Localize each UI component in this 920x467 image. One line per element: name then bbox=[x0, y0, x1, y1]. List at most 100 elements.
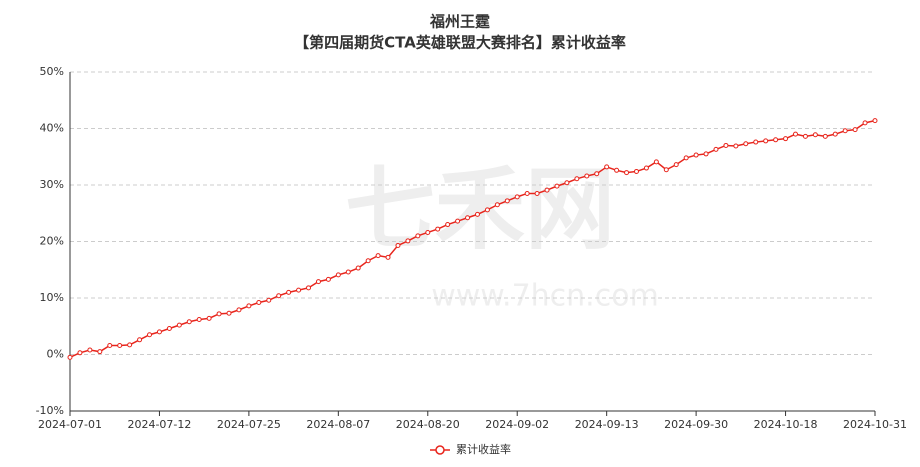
point bbox=[484, 207, 490, 213]
point bbox=[792, 131, 798, 137]
y-tick-label: 0% bbox=[47, 348, 64, 361]
point bbox=[643, 165, 649, 171]
point bbox=[842, 128, 848, 134]
point bbox=[514, 194, 520, 200]
x-tick-label: 2024-07-01 bbox=[38, 418, 102, 431]
point bbox=[147, 332, 153, 338]
point bbox=[166, 326, 172, 332]
point bbox=[455, 218, 461, 224]
point bbox=[862, 120, 868, 126]
point bbox=[405, 238, 411, 244]
y-tick-label: 40% bbox=[40, 122, 64, 135]
point bbox=[564, 180, 570, 186]
point bbox=[186, 319, 192, 325]
x-tick-label: 2024-08-07 bbox=[306, 418, 370, 431]
point bbox=[534, 190, 540, 196]
y-tick-label: 20% bbox=[40, 235, 64, 248]
point bbox=[594, 171, 600, 177]
point bbox=[236, 307, 242, 313]
point bbox=[435, 226, 441, 232]
point bbox=[663, 167, 669, 173]
point bbox=[465, 215, 471, 221]
point bbox=[365, 258, 371, 264]
point bbox=[773, 137, 779, 143]
point bbox=[604, 164, 610, 170]
point bbox=[693, 152, 699, 158]
point bbox=[723, 142, 729, 148]
point bbox=[524, 190, 530, 196]
point bbox=[653, 159, 659, 165]
point bbox=[256, 300, 262, 306]
y-tick-label: -10% bbox=[36, 404, 64, 417]
point bbox=[87, 347, 93, 353]
watermark: 七禾网 bbox=[345, 157, 615, 262]
point bbox=[802, 133, 808, 139]
point bbox=[743, 141, 749, 147]
x-tick-label: 2024-07-12 bbox=[127, 418, 191, 431]
chart-subtitle: 【第四届期货CTA英雄联盟大赛排名】累计收益率 bbox=[294, 34, 626, 52]
point bbox=[474, 211, 480, 217]
point bbox=[822, 133, 828, 139]
point bbox=[683, 155, 689, 161]
point bbox=[703, 151, 709, 157]
legend-label: 累计收益率 bbox=[456, 442, 511, 456]
x-tick-label: 2024-10-31 bbox=[843, 418, 907, 431]
y-tick-label: 30% bbox=[40, 178, 64, 191]
point bbox=[753, 139, 759, 145]
point bbox=[206, 315, 212, 321]
point bbox=[97, 349, 103, 355]
watermark-url: www.7hcn.com bbox=[431, 279, 659, 314]
point bbox=[584, 173, 590, 179]
y-tick-label: 10% bbox=[40, 291, 64, 304]
point bbox=[137, 337, 143, 343]
point bbox=[196, 316, 202, 322]
x-tick-label: 2024-09-02 bbox=[485, 418, 549, 431]
point bbox=[127, 342, 133, 348]
point bbox=[614, 167, 620, 173]
point bbox=[624, 170, 630, 176]
point bbox=[425, 229, 431, 235]
point bbox=[673, 162, 679, 168]
point bbox=[345, 269, 351, 275]
point bbox=[226, 310, 232, 316]
point bbox=[872, 118, 878, 124]
point bbox=[832, 131, 838, 137]
y-tick-label: 50% bbox=[40, 65, 64, 78]
point bbox=[156, 329, 162, 335]
point bbox=[296, 287, 302, 293]
x-tick-label: 2024-07-25 bbox=[217, 418, 281, 431]
point bbox=[713, 146, 719, 152]
x-tick-label: 2024-09-30 bbox=[664, 418, 728, 431]
point bbox=[176, 322, 182, 328]
point bbox=[415, 233, 421, 239]
point bbox=[67, 354, 73, 360]
point bbox=[216, 311, 222, 317]
point bbox=[276, 293, 282, 299]
point bbox=[783, 136, 789, 142]
point bbox=[544, 187, 550, 193]
legend-marker bbox=[435, 445, 445, 455]
point bbox=[107, 342, 113, 348]
point bbox=[763, 138, 769, 144]
point bbox=[852, 127, 858, 133]
point bbox=[375, 253, 381, 259]
point bbox=[574, 176, 580, 182]
x-tick-label: 2024-10-18 bbox=[754, 418, 818, 431]
line bbox=[69, 119, 876, 359]
point bbox=[504, 198, 510, 204]
point bbox=[117, 342, 123, 348]
point bbox=[306, 285, 312, 291]
point bbox=[355, 265, 361, 271]
x-tick-label: 2024-08-20 bbox=[396, 418, 460, 431]
point bbox=[315, 279, 321, 285]
chart-title: 福州王霆 bbox=[429, 13, 490, 31]
point bbox=[812, 132, 818, 138]
point bbox=[325, 276, 331, 282]
point bbox=[554, 183, 560, 189]
point bbox=[494, 202, 500, 208]
point bbox=[335, 272, 341, 278]
point bbox=[395, 242, 401, 248]
point bbox=[633, 168, 639, 174]
x-tick-label: 2024-09-13 bbox=[575, 418, 639, 431]
